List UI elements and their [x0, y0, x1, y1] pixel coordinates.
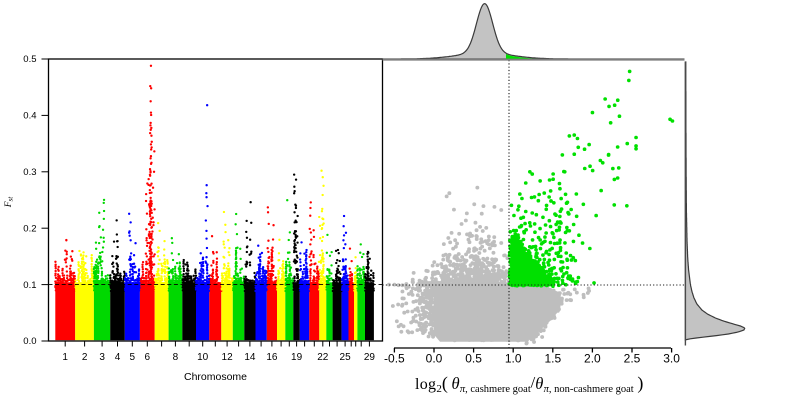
svg-text:0.5: 0.5 [23, 54, 36, 65]
svg-text:1.5: 1.5 [544, 352, 561, 366]
svg-text:0.4: 0.4 [23, 111, 36, 122]
svg-text:1.0: 1.0 [505, 352, 522, 366]
svg-text:3.0: 3.0 [663, 352, 680, 366]
svg-text:6: 6 [145, 352, 151, 363]
svg-text:0.0: 0.0 [23, 336, 36, 347]
svg-text:0.2: 0.2 [23, 223, 36, 234]
svg-text:16: 16 [266, 352, 278, 363]
svg-text:22: 22 [317, 352, 329, 363]
svg-text:25: 25 [340, 352, 352, 363]
svg-text:19: 19 [291, 352, 303, 363]
svg-text:0.1: 0.1 [23, 280, 36, 291]
svg-text:5: 5 [130, 352, 136, 363]
svg-text:2.0: 2.0 [584, 352, 601, 366]
svg-text:Fst: Fst [4, 196, 15, 209]
svg-text:2: 2 [82, 352, 88, 363]
svg-text:1: 1 [62, 352, 68, 363]
svg-text:3: 3 [99, 352, 105, 363]
svg-text:10: 10 [197, 352, 209, 363]
svg-text:8: 8 [173, 352, 179, 363]
svg-text:4: 4 [115, 352, 121, 363]
svg-text:14: 14 [244, 352, 256, 363]
svg-text:0.0: 0.0 [426, 352, 443, 366]
svg-text:0.3: 0.3 [23, 167, 36, 178]
svg-text:0.5: 0.5 [465, 352, 482, 366]
svg-text:2.5: 2.5 [624, 352, 641, 366]
svg-text:Chromosome: Chromosome [184, 371, 247, 383]
svg-text:29: 29 [364, 352, 376, 363]
svg-text:12: 12 [222, 352, 234, 363]
svg-text:-0.5: -0.5 [384, 352, 405, 366]
